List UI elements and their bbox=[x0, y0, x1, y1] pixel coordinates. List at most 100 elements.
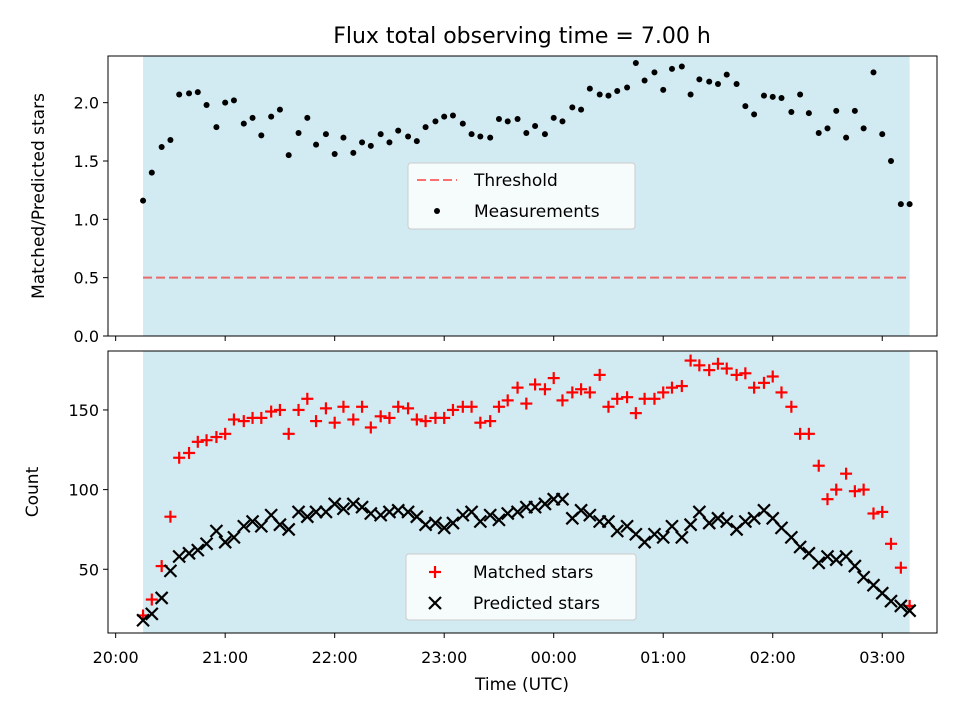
matched-star-marker bbox=[501, 394, 514, 407]
matched-star-marker bbox=[821, 493, 834, 506]
matched-star-marker bbox=[219, 427, 232, 440]
matched-star-marker bbox=[374, 410, 387, 423]
measurement-point bbox=[632, 60, 639, 66]
matched-star-marker bbox=[191, 435, 204, 448]
matched-star-marker bbox=[739, 367, 752, 380]
predicted-star-marker bbox=[647, 527, 662, 541]
matched-star-marker bbox=[492, 400, 505, 413]
predicted-star-marker bbox=[136, 613, 150, 628]
matched-star-marker bbox=[438, 411, 451, 424]
matched-star-marker bbox=[282, 427, 295, 440]
predicted-star-marker bbox=[856, 570, 871, 585]
predicted-star-marker bbox=[656, 530, 670, 545]
matched-star-marker bbox=[402, 402, 415, 415]
predicted-star-marker bbox=[637, 535, 652, 549]
predicted-star-marker bbox=[683, 517, 698, 532]
matched-star-marker bbox=[566, 386, 579, 399]
measurement-point bbox=[468, 131, 475, 138]
y-tick-label: 0.0 bbox=[74, 327, 99, 346]
bottom-legend: Matched stars Predicted stars bbox=[405, 553, 637, 621]
y-tick-label: 100 bbox=[68, 481, 99, 500]
measurement-point bbox=[833, 107, 840, 114]
predicted-star-marker bbox=[163, 564, 178, 578]
measurement-point bbox=[340, 134, 347, 141]
bottom-panel: 50 100 150 20:00 21:00 22:00 23:00 00:00 01:00 0… bbox=[23, 350, 938, 695]
predicted-star-marker bbox=[182, 546, 196, 561]
predicted-star-marker bbox=[555, 492, 570, 506]
measurement-point bbox=[167, 137, 174, 143]
predicted-star-marker bbox=[894, 599, 908, 613]
measurements-legend-label: Measurements bbox=[474, 202, 600, 222]
measurement-point bbox=[413, 138, 420, 145]
top-legend-box bbox=[407, 162, 636, 230]
matched-star-marker bbox=[364, 421, 377, 434]
measurement-point bbox=[422, 124, 429, 131]
bottom-frame bbox=[107, 350, 938, 634]
measurement-point bbox=[824, 125, 831, 132]
measurement-point bbox=[194, 89, 201, 96]
matched-star-marker bbox=[337, 400, 350, 413]
measurement-point bbox=[660, 86, 667, 93]
matched-star-marker bbox=[310, 415, 323, 428]
x-tick-label: 21:00 bbox=[202, 648, 248, 667]
measurement-point bbox=[186, 90, 193, 97]
matched-star-marker bbox=[347, 413, 360, 426]
measurement-point bbox=[504, 118, 511, 125]
matched-star-marker bbox=[328, 416, 341, 429]
measurement-point bbox=[586, 85, 593, 92]
measurement-point bbox=[906, 201, 913, 208]
predicted-star-marker bbox=[309, 505, 323, 519]
matched-star-marker bbox=[356, 400, 369, 413]
measurement-point bbox=[578, 106, 585, 113]
matched-star-marker bbox=[730, 368, 743, 381]
matched-star-marker bbox=[611, 392, 624, 405]
predicted-star-marker bbox=[254, 519, 269, 534]
measurement-point bbox=[668, 65, 675, 72]
y-tick-label: 1.0 bbox=[74, 210, 99, 229]
predicted-star-marker bbox=[172, 549, 186, 564]
bottom-y-label: Count bbox=[23, 466, 43, 517]
measurement-point bbox=[203, 102, 210, 108]
matched-star-marker bbox=[237, 415, 250, 428]
matched-star-marker bbox=[273, 403, 286, 416]
matched-star-marker bbox=[265, 405, 278, 418]
matched-star-marker bbox=[703, 364, 716, 377]
measurement-point bbox=[860, 125, 867, 132]
measurement-point bbox=[477, 133, 484, 140]
measurement-point bbox=[432, 118, 439, 125]
matched-star-marker bbox=[410, 413, 423, 426]
predicted-star-marker bbox=[145, 607, 159, 621]
y-tick-label: 2.0 bbox=[74, 94, 99, 113]
matched-star-marker bbox=[255, 411, 268, 424]
measurement-point bbox=[441, 113, 448, 120]
measurement-point bbox=[449, 112, 456, 119]
predicted-star-marker bbox=[528, 500, 542, 514]
predicted-star-marker bbox=[291, 505, 306, 519]
bottom-legend-box bbox=[405, 553, 637, 621]
measurement-point bbox=[778, 95, 785, 101]
x-tick-label: 02:00 bbox=[750, 648, 796, 667]
measurement-point bbox=[268, 113, 275, 120]
predicted-star-marker bbox=[702, 516, 716, 530]
matched-star-marker bbox=[657, 386, 670, 399]
measurement-point bbox=[541, 131, 548, 138]
predicted-star-marker bbox=[346, 497, 361, 511]
measurement-points bbox=[140, 60, 913, 208]
predicted-star-marker bbox=[665, 519, 679, 534]
measurement-point bbox=[249, 114, 256, 121]
measurement-point bbox=[742, 103, 749, 110]
x-tick-label: 22:00 bbox=[312, 648, 358, 667]
predicted-star-marker bbox=[446, 516, 460, 530]
measurement-point bbox=[487, 134, 494, 141]
predicted-star-marker bbox=[401, 505, 415, 519]
predicted-star-marker bbox=[811, 556, 826, 570]
measurement-point bbox=[760, 92, 767, 99]
matched-star-marker bbox=[876, 505, 889, 518]
measurement-point bbox=[569, 104, 576, 111]
matched-star-marker bbox=[484, 415, 497, 428]
measurement-point bbox=[815, 130, 822, 136]
top-y-label: Matched/Predicted stars bbox=[29, 93, 49, 299]
measurement-point bbox=[870, 69, 877, 76]
measurement-point bbox=[405, 133, 412, 140]
